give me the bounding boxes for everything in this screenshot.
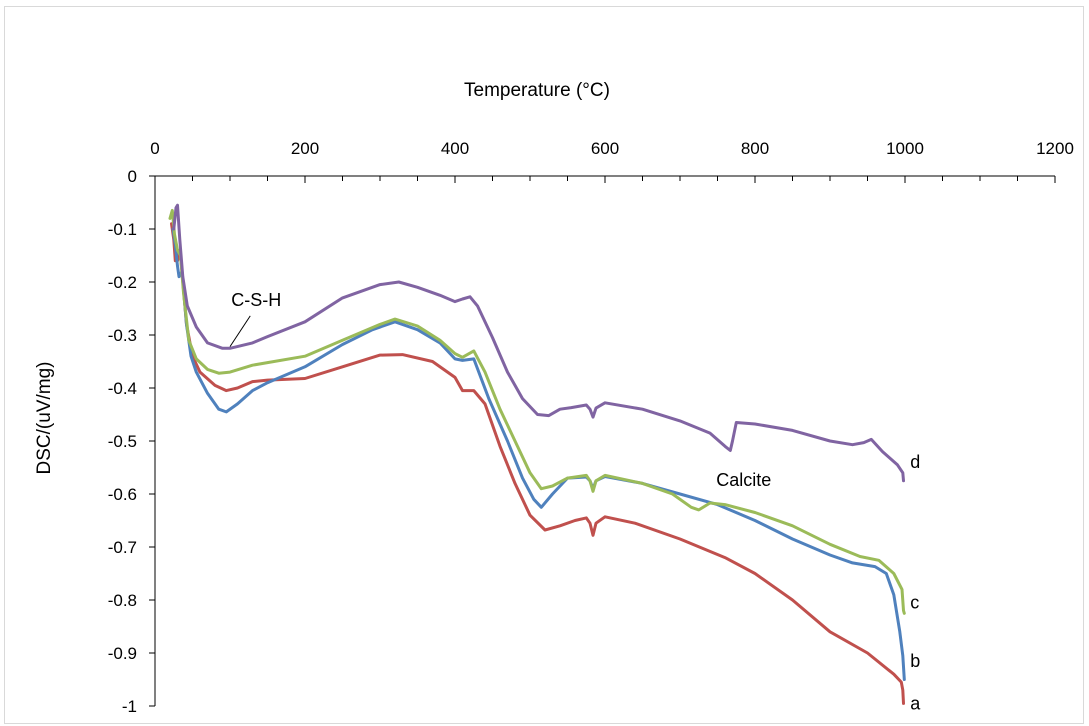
series-group (168, 203, 906, 705)
y-tick-label: 0 (128, 167, 137, 186)
x-tick-label: 400 (441, 139, 469, 158)
y-tick-label: -0.7 (108, 538, 137, 557)
x-tick-label: 1200 (1036, 139, 1074, 158)
series-line-d (172, 203, 905, 483)
y-axis-title: DSC/(uV/mg) (34, 362, 55, 475)
x-axis-title: Temperature (°C) (464, 80, 610, 101)
y-tick-label: -0.6 (108, 485, 137, 504)
y-tick-label: -0.8 (108, 591, 137, 610)
x-tick-label: 600 (591, 139, 619, 158)
y-tick-label: -0.9 (108, 644, 137, 663)
y-tick-label: -0.2 (108, 273, 137, 292)
y-tick-label: -0.3 (108, 326, 137, 345)
annotation-pointer (229, 315, 251, 347)
x-tick-label: 0 (150, 139, 159, 158)
x-tick-label: 200 (291, 139, 319, 158)
axes-group: 0 200 400 600 800 1000 1200 0 -0.1 -0.2 -0.3 -0.4 -0… (108, 139, 1074, 716)
x-tick-label: 800 (741, 139, 769, 158)
series-end-label-b: b (910, 651, 920, 671)
series-line-c (168, 208, 906, 615)
series-end-label-a: a (910, 693, 921, 713)
y-tick-label: -0.1 (108, 220, 137, 239)
y-tick-label: -0.4 (108, 379, 137, 398)
x-tick-label: 1000 (886, 139, 924, 158)
series-end-label-c: c (910, 593, 919, 613)
annotation-label: C-S-H (231, 290, 281, 310)
y-tick-label: -1 (122, 697, 137, 716)
series-end-label-d: d (910, 452, 920, 472)
labels-group: C-S-H Calcite a b c d (229, 290, 921, 713)
annotation-label: Calcite (716, 470, 771, 490)
series-line-b (171, 227, 906, 681)
y-tick-label: -0.5 (108, 432, 137, 451)
series-line-a (170, 222, 905, 705)
